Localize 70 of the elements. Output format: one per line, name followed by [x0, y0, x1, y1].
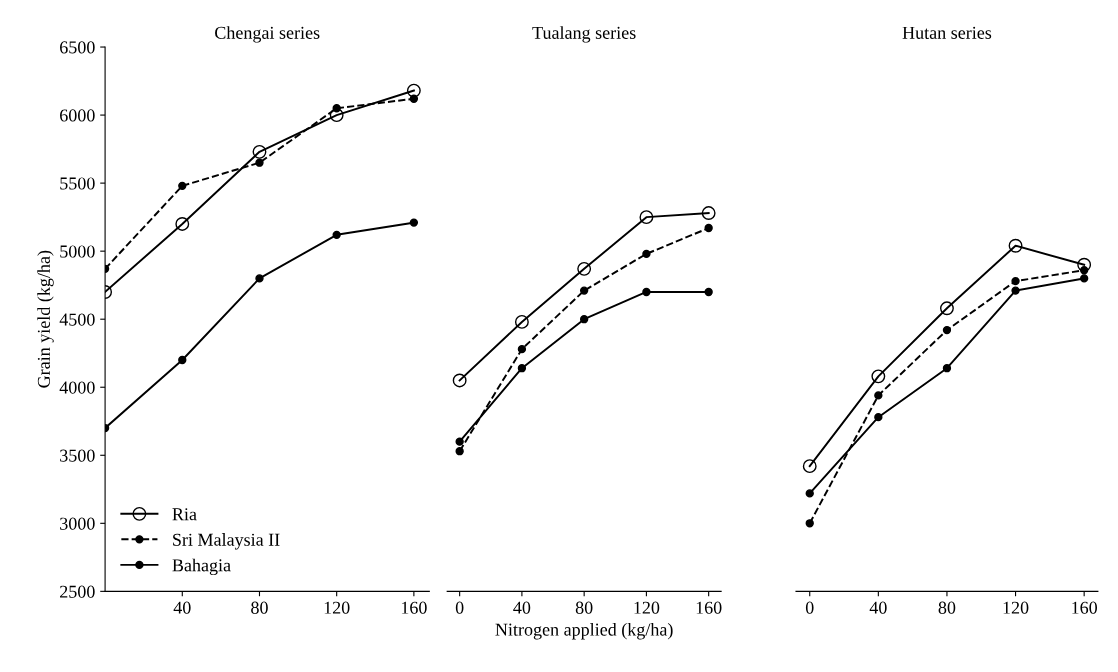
x-tick-label: 160 — [401, 601, 427, 614]
point — [704, 287, 713, 297]
point — [1008, 238, 1023, 253]
point — [871, 369, 886, 384]
point — [805, 519, 814, 528]
point — [577, 261, 592, 276]
x-tick-label: 160 — [1072, 601, 1098, 614]
legend-label: Bahagia — [172, 558, 231, 576]
point — [329, 108, 344, 123]
x-tick-label: 80 — [575, 601, 593, 614]
point — [642, 287, 651, 297]
point — [452, 373, 467, 388]
y-tick-label: 2500 — [60, 585, 95, 598]
y-tick-label: 6000 — [60, 109, 95, 122]
y-tick-label: 3000 — [60, 517, 95, 530]
x-tick-label: 40 — [513, 601, 531, 614]
point — [701, 206, 716, 221]
x-axis-title: Nitrogen applied (kg/ha) — [495, 623, 673, 640]
point — [514, 314, 529, 329]
point — [704, 223, 713, 233]
chart-title: Hutan series — [902, 26, 992, 39]
x-tick-label: 40 — [173, 601, 191, 614]
y-tick-label: 5000 — [60, 245, 95, 258]
point — [579, 286, 589, 295]
x-tick-label: 120 — [324, 601, 350, 614]
point — [175, 216, 190, 231]
point — [802, 459, 817, 474]
point — [455, 437, 464, 446]
point — [642, 249, 651, 259]
x-tick-label: 0 — [455, 601, 464, 614]
point — [332, 230, 341, 239]
y-axis-title: Grain yield (kg/ha) — [37, 250, 54, 388]
y-tick-label: 3500 — [60, 449, 95, 462]
point — [942, 325, 952, 335]
point — [409, 218, 419, 227]
legend-label: Ria — [172, 508, 197, 521]
point — [874, 413, 883, 422]
point — [517, 364, 527, 373]
point — [1011, 276, 1020, 286]
legend-label: Sri Malaysia II — [173, 533, 280, 550]
point — [942, 364, 952, 373]
x-tick-label: 120 — [1003, 601, 1029, 614]
point — [455, 447, 464, 456]
point — [178, 355, 187, 365]
x-tick-label: 0 — [805, 601, 814, 614]
point — [639, 210, 654, 225]
x-tick-label: 160 — [696, 601, 722, 614]
point — [805, 489, 814, 498]
point — [252, 144, 267, 159]
chart-title: Tualang series — [532, 26, 636, 43]
point — [178, 181, 187, 191]
point — [517, 344, 527, 354]
x-tick-label: 80 — [938, 601, 956, 614]
x-tick-label: 80 — [251, 601, 268, 614]
y-tick-label: 6500 — [60, 41, 95, 54]
point — [255, 274, 264, 283]
point — [406, 83, 421, 98]
point — [255, 158, 264, 167]
point — [579, 315, 589, 324]
x-tick-label: 120 — [634, 601, 660, 614]
point — [1079, 274, 1089, 283]
y-tick-label: 4000 — [59, 381, 95, 394]
chart-title: Chengai series — [215, 26, 320, 43]
point — [1011, 286, 1020, 295]
point — [874, 391, 883, 400]
x-tick-label: 40 — [869, 601, 887, 614]
point — [1077, 257, 1092, 272]
point — [940, 301, 954, 316]
y-tick-label: 5500 — [60, 177, 95, 190]
y-tick-label: 4500 — [59, 313, 95, 326]
